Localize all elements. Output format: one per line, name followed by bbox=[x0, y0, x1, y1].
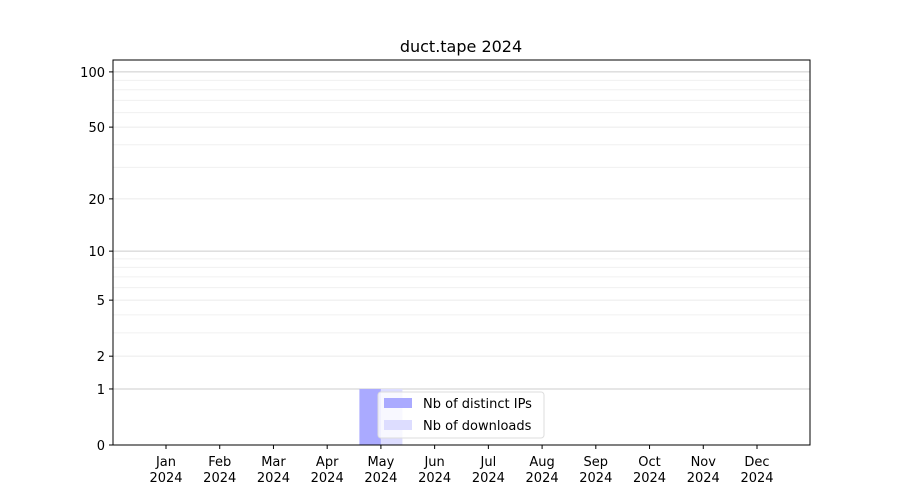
legend: Nb of distinct IPs Nb of downloads bbox=[377, 391, 545, 439]
x-tick-label: Oct 2024 bbox=[633, 455, 666, 486]
legend-swatch bbox=[384, 420, 412, 430]
y-tick-label: 50 bbox=[88, 121, 105, 136]
x-tick-label: Mar 2024 bbox=[257, 455, 290, 486]
x-tick-label: Dec 2024 bbox=[740, 455, 773, 486]
legend-swatch bbox=[384, 398, 412, 408]
x-tick-label: Apr 2024 bbox=[311, 455, 344, 486]
y-tick-label: 0 bbox=[97, 439, 105, 454]
y-tick-label: 2 bbox=[97, 350, 105, 365]
x-tick-label: Feb 2024 bbox=[203, 455, 236, 486]
y-tick-label: 20 bbox=[88, 193, 105, 208]
x-tick-label: Jun 2024 bbox=[418, 455, 451, 486]
x-tick-label: Jan 2024 bbox=[149, 455, 182, 486]
x-tick-label: Nov 2024 bbox=[687, 455, 720, 486]
x-tick-label: Aug 2024 bbox=[526, 455, 559, 486]
x-tick-label: Jul 2024 bbox=[472, 455, 505, 486]
y-tick-label: 5 bbox=[97, 294, 105, 309]
x-tick-label: May 2024 bbox=[364, 455, 397, 486]
y-tick-label: 1 bbox=[97, 383, 105, 398]
legend-label: Nb of distinct IPs bbox=[423, 397, 532, 412]
y-tick-label: 10 bbox=[88, 245, 105, 260]
legend-box bbox=[377, 391, 545, 439]
x-tick-label: Sep 2024 bbox=[579, 455, 612, 486]
plot-frame bbox=[112, 59, 811, 446]
y-tick-label: 100 bbox=[80, 66, 105, 81]
chart-title: duct.tape 2024 bbox=[400, 37, 522, 56]
bar-distinct-ips bbox=[359, 388, 381, 445]
legend-label: Nb of downloads bbox=[423, 419, 532, 434]
